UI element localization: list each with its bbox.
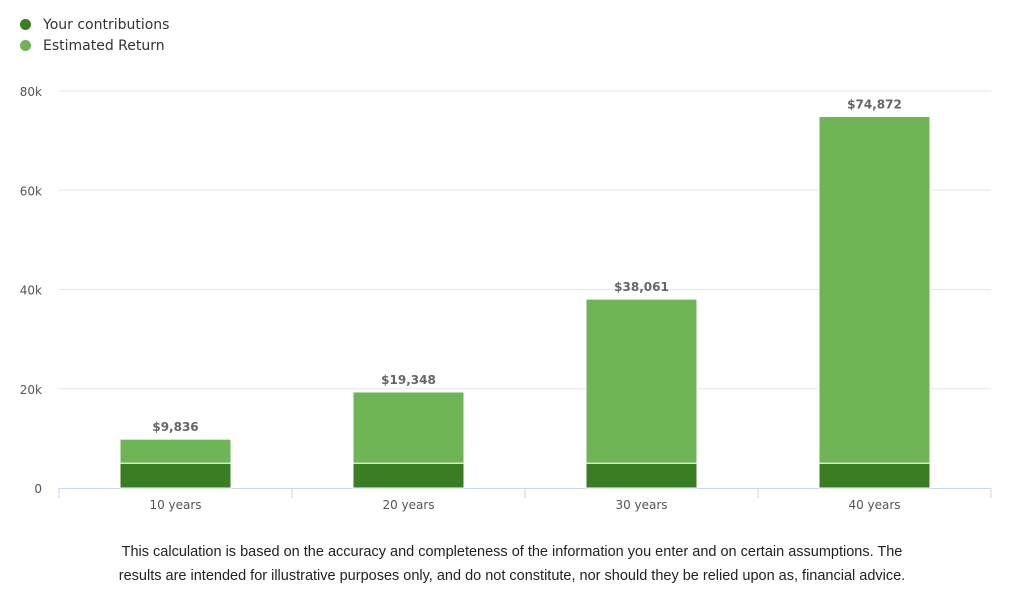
data-label: $38,061 xyxy=(614,280,669,294)
bar-contributions xyxy=(818,462,931,489)
bar-contributions xyxy=(352,462,465,489)
bar-contributions xyxy=(585,462,698,489)
x-tick-label: 40 years xyxy=(848,498,900,512)
x-tick-label: 10 years xyxy=(149,498,201,512)
legend-dot-icon xyxy=(20,40,31,51)
disclaimer-line: This calculation is based on the accurac… xyxy=(121,544,903,560)
bar-estimated-return xyxy=(119,438,232,464)
data-label: $9,836 xyxy=(152,420,198,434)
legend-label: Estimated Return xyxy=(43,37,165,54)
bar-estimated-return xyxy=(585,298,698,464)
legend-label: Your contributions xyxy=(43,16,170,33)
y-tick-label: 0 xyxy=(34,482,42,496)
legend-item-estimated-return[interactable]: Estimated Return xyxy=(20,35,169,56)
disclaimer-line: results are intended for illustrative pu… xyxy=(118,568,906,584)
data-label: $19,348 xyxy=(381,373,436,387)
bar-estimated-return xyxy=(352,391,465,464)
y-tick-label: 20k xyxy=(20,383,42,397)
y-tick-label: 60k xyxy=(20,184,42,198)
x-tick-label: 30 years xyxy=(615,498,667,512)
bar-estimated-return xyxy=(818,115,931,464)
y-tick-label: 80k xyxy=(20,85,42,99)
legend-item-contributions[interactable]: Your contributions xyxy=(20,14,169,35)
x-tick-label: 20 years xyxy=(382,498,434,512)
y-tick-label: 40k xyxy=(20,284,42,298)
disclaimer: This calculation is based on the accurac… xyxy=(0,540,1024,588)
legend: Your contributions Estimated Return xyxy=(20,14,169,56)
data-label: $74,872 xyxy=(847,97,902,111)
bar-chart: 0 20k 40k 60k 80k $9,836 10 years $19,348 20 yea… xyxy=(20,85,992,512)
bar-contributions xyxy=(119,462,232,489)
legend-dot-icon xyxy=(20,19,31,30)
